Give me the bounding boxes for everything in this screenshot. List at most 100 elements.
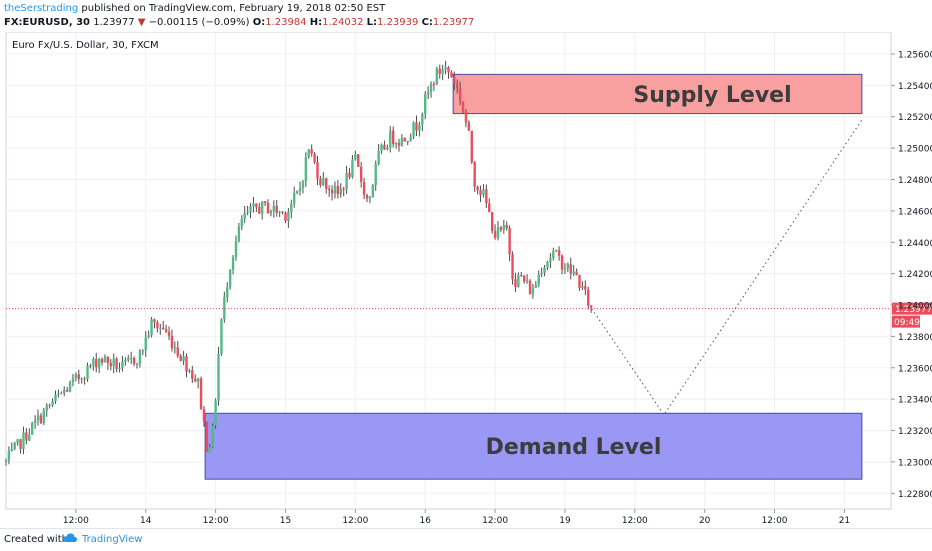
y-tick-label: 1.25400 (898, 82, 932, 92)
candle-body (555, 250, 558, 252)
x-tick-label: 15 (280, 516, 291, 526)
candle-body (415, 122, 418, 131)
candle-body (45, 405, 48, 411)
candle-body (4, 460, 8, 462)
candle-body (470, 130, 473, 163)
close-value: 1.23977 (432, 17, 475, 28)
candle-body (80, 378, 83, 380)
candle-body (359, 166, 363, 182)
candle-body (581, 285, 584, 288)
candle-body (333, 186, 337, 194)
candle-body (290, 203, 293, 212)
candle-body (322, 178, 325, 186)
y-tick-label: 1.24400 (898, 239, 932, 249)
candle-body (362, 181, 366, 195)
candle-body (485, 189, 488, 204)
candle-body (400, 138, 404, 146)
candle-body (461, 101, 465, 112)
y-tick-label: 1.24800 (898, 176, 932, 186)
x-tick-label: 20 (699, 516, 711, 526)
y-tick-label: 1.24600 (898, 207, 932, 217)
header: theSerstrading published on TradingView.… (0, 0, 932, 30)
candle-body (301, 181, 305, 189)
candle-body (453, 76, 456, 84)
open-label: O: (252, 17, 266, 28)
candle-body (194, 378, 197, 382)
candle-body (406, 141, 409, 143)
current-price-label: 1.23977 (895, 305, 932, 315)
candle-body (89, 365, 92, 367)
candle-body (7, 451, 11, 461)
candle-body (71, 378, 75, 382)
candle-body (447, 67, 450, 73)
tradingview-brand[interactable]: TradingView (82, 534, 143, 545)
candle-body (490, 212, 494, 231)
candle-body (560, 255, 564, 270)
candle-body (150, 319, 153, 336)
candle-body (240, 218, 244, 227)
y-tick-label: 1.25600 (898, 50, 932, 60)
candle-body (182, 356, 185, 361)
candle-body (537, 274, 540, 285)
candle-body (493, 230, 497, 238)
created-with-text: Created with (4, 534, 68, 545)
candle-body (173, 347, 177, 349)
candle-body (313, 153, 316, 163)
candle-body (281, 211, 284, 213)
candle-body (275, 205, 278, 213)
candle-body (342, 188, 345, 190)
low-value: 1.23939 (377, 17, 419, 28)
candle-body (167, 331, 171, 336)
x-tick-label: 12:00 (63, 516, 89, 526)
candle-body (380, 144, 383, 151)
candle-body (520, 275, 523, 277)
price-chart[interactable]: Supply Level Demand Level 1.23977 09:49 1.… (0, 31, 932, 528)
close-label: C: (421, 17, 433, 28)
candle-body (298, 188, 302, 191)
candle-body (185, 356, 188, 372)
candle-body (16, 439, 19, 444)
candle-body (243, 213, 246, 219)
candle-body (552, 250, 555, 259)
candle-body (95, 359, 98, 368)
candle-body (543, 267, 546, 273)
candle-body (319, 178, 322, 186)
candle-body (371, 184, 375, 197)
candle-body (214, 400, 217, 426)
candle-body (199, 378, 203, 410)
candle-body (63, 390, 66, 394)
candle-body (129, 358, 133, 360)
candle-body (391, 130, 395, 145)
candle-body (354, 154, 357, 160)
candle-body (522, 275, 526, 282)
candle-body (557, 250, 561, 256)
candle-body (164, 329, 168, 332)
candle-body (357, 154, 360, 167)
candle-body (103, 356, 107, 363)
candle-body (508, 227, 511, 255)
x-tick-label: 14 (140, 516, 152, 526)
candle-body (496, 227, 500, 238)
candle-body (327, 188, 331, 190)
candle-body (115, 358, 118, 369)
y-tick-label: 1.24000 (898, 302, 932, 312)
candle-body (517, 275, 520, 287)
candle-body (403, 138, 407, 142)
candle-body (51, 401, 54, 406)
candle-body (278, 211, 281, 213)
candle-body (196, 378, 200, 382)
candle-body (514, 279, 517, 287)
candle-body (226, 287, 229, 297)
candle-body (293, 193, 296, 204)
candle-body (412, 122, 415, 137)
candle-body (435, 68, 439, 84)
chart-area[interactable]: Supply Level Demand Level 1.23977 09:49 1.… (0, 31, 932, 528)
open-value: 1.23984 (265, 17, 307, 28)
candle-body (269, 211, 273, 214)
y-tick-label: 1.23000 (898, 458, 932, 468)
candle-body (418, 124, 421, 131)
y-tick-label: 1.23200 (898, 427, 932, 437)
candle-body (549, 258, 552, 262)
author-link[interactable]: theSerstrading (4, 3, 79, 14)
current-price-tag (892, 302, 932, 315)
